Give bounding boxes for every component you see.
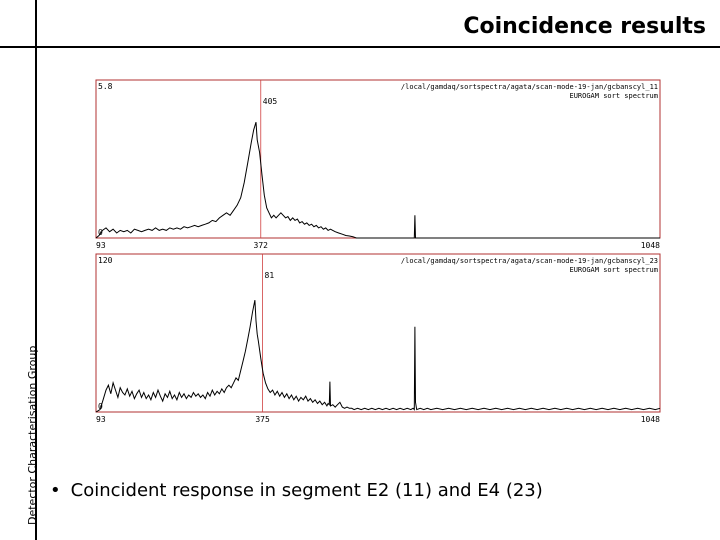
- y-max-label: 120: [98, 256, 113, 265]
- spectrum-subtitle: EUROGAM sort spectrum: [569, 92, 658, 100]
- spectrum-path-label: /local/gamdaq/sortspectra/agata/scan-mod…: [401, 83, 658, 91]
- y-min-label: 0: [98, 228, 103, 237]
- spectrum-plot-11: 5.8 0 405/local/gamdaq/sortspectra/agata/s…: [95, 79, 661, 250]
- page-title: Coincidence results: [463, 14, 706, 39]
- x-tick-label: 1048: [641, 415, 660, 424]
- spectrum-plot-23: 120 0 81/local/gamdaq/sortspectra/agata/sc…: [95, 253, 661, 424]
- spectrum-segment-11: 5.8 0 405/local/gamdaq/sortspectra/agata/s…: [88, 78, 668, 258]
- spectrum-trace: [95, 300, 661, 413]
- y-max-label: 5.8: [98, 82, 113, 91]
- x-tick-label: 372: [254, 241, 269, 250]
- spectrum-subtitle: EUROGAM sort spectrum: [569, 266, 658, 274]
- plot-frame: [95, 253, 661, 413]
- vertical-rule: [35, 0, 37, 540]
- x-tick-label: 93: [96, 415, 106, 424]
- x-tick-label: 375: [255, 415, 270, 424]
- bullet-dot: •: [50, 480, 61, 501]
- peak-marker-label: 81: [265, 271, 275, 280]
- spectrum-segment-23: 120 0 81/local/gamdaq/sortspectra/agata/sc…: [88, 252, 668, 432]
- peak-marker-label: 405: [263, 97, 278, 106]
- x-tick-label: 1048: [641, 241, 660, 250]
- spectrum-trace: [95, 122, 660, 239]
- group-label: Detector Characterisation Group: [26, 345, 39, 525]
- x-tick-label: 93: [96, 241, 106, 250]
- bullet-text: Coincident response in segment E2 (11) a…: [70, 480, 543, 501]
- bullet-item: • Coincident response in segment E2 (11) …: [50, 480, 543, 501]
- y-min-label: 0: [98, 402, 103, 411]
- title-underline: [0, 46, 720, 48]
- spectrum-path-label: /local/gamdaq/sortspectra/agata/scan-mod…: [401, 257, 658, 265]
- plot-frame: [95, 79, 661, 239]
